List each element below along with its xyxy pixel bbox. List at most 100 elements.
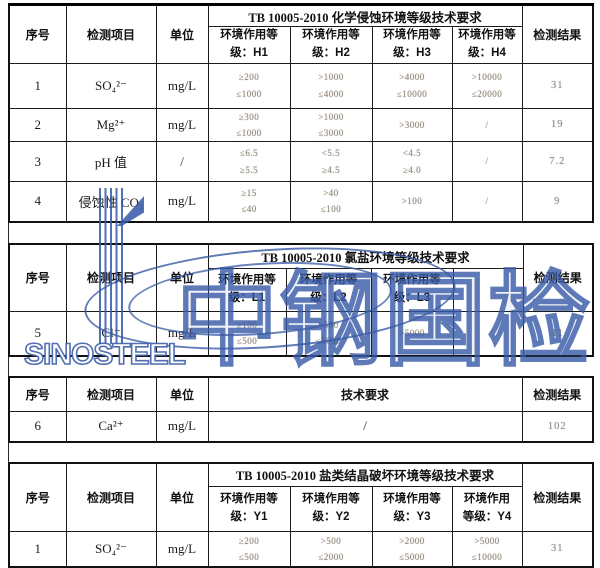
unit-cell: mg/L xyxy=(155,530,209,568)
table-row: 1 SO₄²⁻ mg/L ≥200 ≤1000 >1000 ≤4000 >4000 ≤… xyxy=(8,62,594,109)
req-line: ≤6.5 xyxy=(239,148,259,159)
req-line: <4.5 xyxy=(402,148,422,159)
req-line: ≥5.5 xyxy=(239,164,259,175)
item-cell: Ca²⁺ xyxy=(65,410,157,443)
env-grade-line1: 环境作用等 xyxy=(383,273,441,286)
req-line: ≤10000 xyxy=(471,551,503,562)
table-row: 5 Cl⁻ mg/L ≥100 ≤500 >500 ≤5000 >5000 11 xyxy=(8,310,594,357)
requirement-cell: ≤6.5 ≥5.5 xyxy=(207,141,291,182)
req-line: >5000 xyxy=(399,328,425,339)
requirement-cell: ≥100 ≤500 xyxy=(207,310,287,357)
req-line: ≤1000 xyxy=(236,127,262,138)
requirement-cell: >1000 ≤4000 xyxy=(289,62,373,109)
requirement-cell: <5.5 ≥4.5 xyxy=(289,141,373,182)
result-cell: 19 xyxy=(521,107,594,143)
requirement-cell-blank xyxy=(452,310,524,357)
requirement-cell: >100 xyxy=(371,181,453,222)
unit-header-cell: 单位 xyxy=(155,4,209,64)
req-line: ≥100 xyxy=(236,320,258,331)
req-line: ≤10000 xyxy=(396,88,428,99)
requirement-header-cell: 技术要求 xyxy=(207,376,523,412)
env-grade-line2: 级：L3 xyxy=(393,291,431,304)
req-line: ≥200 xyxy=(238,535,260,546)
req-line: ≤3000 xyxy=(318,127,344,138)
req-line: >1000 xyxy=(318,111,344,122)
item-header-cell: 检测项目 xyxy=(65,243,157,312)
requirement-cell: >2000 ≤5000 xyxy=(371,530,453,568)
req-line: >2000 xyxy=(399,535,425,546)
env-grade-header-cell: 环境作用等 级：Y2 xyxy=(289,485,373,532)
env-grade-line2: 等级：Y4 xyxy=(462,510,512,523)
requirement-cell: / xyxy=(451,141,523,182)
chemical-erosion-table: 序号 检测项目 单位 TB 10005-2010 化学侵蚀环境等级技术要求 检测… xyxy=(8,3,595,223)
req-line: ≤500 xyxy=(236,336,258,347)
item-cell: SO₄²⁻ xyxy=(65,530,157,568)
unit-header-cell: 单位 xyxy=(155,243,209,312)
req-line: >3000 xyxy=(399,119,425,130)
table-row: 1 SO₄²⁻ mg/L ≥200 ≤500 >500 ≤2000 >2000 ≤50… xyxy=(8,530,594,568)
result-header-cell: 检测结果 xyxy=(521,462,594,532)
env-grade-line1: 环境作用等 xyxy=(302,29,360,41)
seq-header-cell: 序号 xyxy=(8,462,67,532)
unit-cell: / xyxy=(155,141,209,182)
env-grade-line1: 环境作用等 xyxy=(299,273,358,286)
req-line: >1000 xyxy=(318,72,344,83)
req-line: ≥300 xyxy=(238,111,260,122)
env-grade-line1: 环境作用等 xyxy=(220,29,278,41)
env-grade-line2: 级：H2 xyxy=(312,46,350,59)
req-line: ≤100 xyxy=(320,204,342,215)
table-row: 6 Ca²⁺ mg/L / 102 xyxy=(8,410,594,443)
table-row: 2 Mg²⁺ mg/L ≥300 ≤1000 >1000 ≤3000 >3000 /… xyxy=(8,107,594,143)
table-title-cell: TB 10005-2010 盐类结晶破坏环境等级技术要求 xyxy=(207,462,523,487)
env-grade-line1: 环境作用等 xyxy=(218,273,276,286)
technical-requirement-table: 序号 检测项目 单位 技术要求 检测结果 6 Ca²⁺ mg/L / 102 xyxy=(8,376,594,443)
result-cell: 11 xyxy=(522,310,594,357)
item-cell: 侵蚀性 CO₂ xyxy=(65,181,157,222)
req-line: >40 xyxy=(323,188,339,199)
env-grade-header-cell: 环境作用等 级：L1 xyxy=(207,267,287,312)
item-header-cell: 检测项目 xyxy=(65,4,157,64)
salt-crystallization-table: 序号 检测项目 单位 TB 10005-2010 盐类结晶破坏环境等级技术要求 … xyxy=(8,462,595,568)
env-grade-line2: 级：Y1 xyxy=(230,510,268,523)
env-grade-header-cell: 环境作用等 级：L2 xyxy=(285,267,372,312)
item-header-cell: 检测项目 xyxy=(65,376,157,412)
unit-cell: mg/L xyxy=(155,310,209,357)
req-line: ≤2000 xyxy=(318,551,344,562)
req-line: / xyxy=(485,156,489,167)
requirement-cell: ≥200 ≤500 xyxy=(207,530,291,568)
unit-header-cell: 单位 xyxy=(155,462,209,532)
req-line: / xyxy=(485,119,489,130)
env-grade-line2: 级：H1 xyxy=(230,46,268,59)
requirement-cell: / xyxy=(451,181,523,222)
requirement-cell: ≥200 ≤1000 xyxy=(207,62,291,109)
result-cell: 9 xyxy=(521,181,594,222)
seq-cell: 6 xyxy=(8,410,67,443)
unit-header-cell: 单位 xyxy=(155,376,209,412)
seq-header-cell: 序号 xyxy=(8,243,67,312)
table-title-cell: TB 10005-2010 氯盐环境等级技术要求 xyxy=(207,243,524,269)
req-line: ≤500 xyxy=(238,551,260,562)
req-line: >500 xyxy=(318,320,339,331)
requirement-cell: >500 ≤2000 xyxy=(289,530,373,568)
result-cell: 102 xyxy=(521,410,594,443)
requirement-cell: >5000 ≤10000 xyxy=(451,530,523,568)
env-grade-line2: 级：H4 xyxy=(468,46,506,59)
req-line: ≥200 xyxy=(238,72,260,83)
unit-cell: mg/L xyxy=(155,62,209,109)
req-line: >5000 xyxy=(474,535,500,546)
seq-header-cell: 序号 xyxy=(8,376,67,412)
env-grade-line2: 级：H3 xyxy=(393,46,431,59)
item-cell: pH 值 xyxy=(65,141,157,182)
req-line: ≤4000 xyxy=(318,88,344,99)
env-grade-line1: 环境作用等 xyxy=(383,492,441,505)
item-cell: SO₄²⁻ xyxy=(65,62,157,109)
req-line: ≤1000 xyxy=(236,88,262,99)
req-line: ≥4.5 xyxy=(321,164,341,175)
env-grade-header-cell: 环境作用等 级：Y1 xyxy=(207,485,291,532)
requirement-cell: >1000 ≤3000 xyxy=(289,107,373,143)
env-grade-header-cell: 环境作用等 级：Y3 xyxy=(371,485,453,532)
result-header-cell: 检测结果 xyxy=(521,376,594,412)
chloride-environment-table: 序号 检测项目 单位 TB 10005-2010 氯盐环境等级技术要求 检测结果… xyxy=(8,243,595,357)
unit-cell: mg/L xyxy=(155,181,209,222)
